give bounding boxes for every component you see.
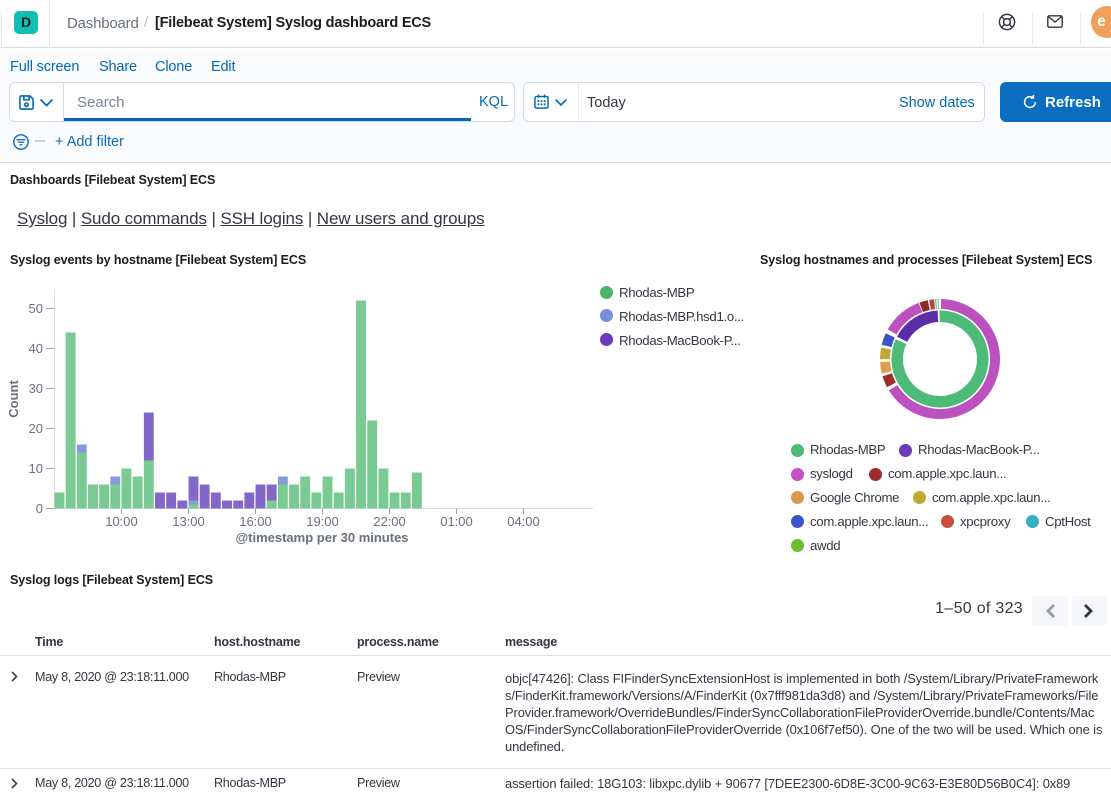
svg-text:40: 40 (29, 341, 43, 356)
svg-text:10:00: 10:00 (105, 514, 138, 529)
svg-text:30: 30 (29, 381, 43, 396)
svg-text:20: 20 (29, 421, 43, 436)
svg-text:50: 50 (29, 301, 43, 316)
svg-text:Count: Count (6, 380, 21, 418)
svg-text:01:00: 01:00 (440, 514, 473, 529)
svg-text:04:00: 04:00 (507, 514, 540, 529)
svg-text:13:00: 13:00 (172, 514, 205, 529)
svg-text:22:00: 22:00 (373, 514, 406, 529)
svg-text:10: 10 (29, 461, 43, 476)
svg-text:16:00: 16:00 (239, 514, 272, 529)
svg-text:0: 0 (36, 501, 43, 516)
svg-text:@timestamp per 30 minutes: @timestamp per 30 minutes (235, 530, 408, 545)
svg-text:19:00: 19:00 (306, 514, 339, 529)
